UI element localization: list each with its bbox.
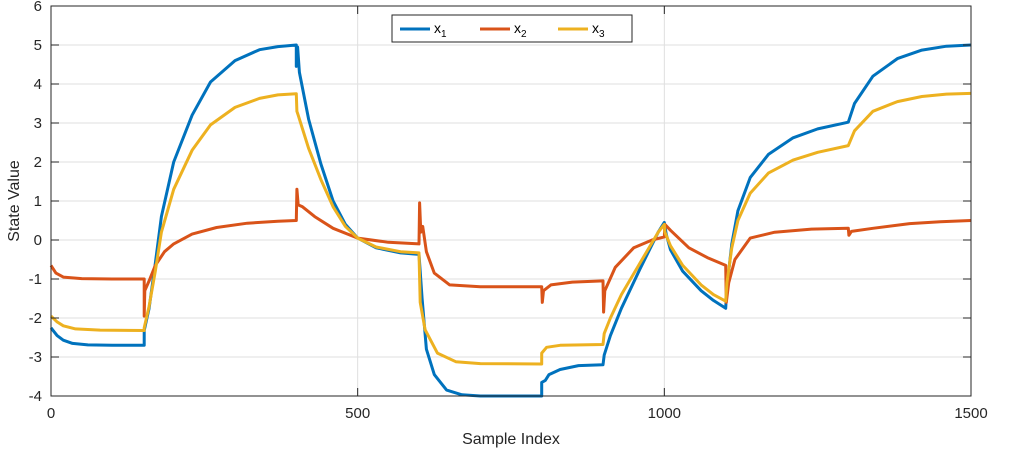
x-tick-label: 1500: [954, 405, 987, 422]
x-axis-label: Sample Index: [462, 431, 560, 448]
series-lines: [49, 43, 972, 398]
x-tick-label: 500: [345, 405, 370, 422]
legend: x1 x2 x3: [391, 14, 633, 43]
y-tick-label: 0: [34, 232, 42, 249]
legend-box: [391, 14, 633, 43]
series-line-x3: [49, 91, 972, 366]
y-tick-label: 2: [34, 154, 42, 171]
axis-ticks: 0 500 1000 1500 -4 -3 -2 -1 0 1 2 3 4 5 6: [29, 0, 988, 422]
y-tick-label: -2: [29, 310, 42, 327]
y-tick-label: -3: [29, 349, 42, 366]
y-tick-label: -1: [29, 271, 42, 288]
series-line-x2: [49, 187, 972, 318]
y-tick-label: 6: [34, 0, 42, 15]
x-tick-label: 0: [47, 405, 55, 422]
y-tick-label: 3: [34, 115, 42, 132]
y-tick-label: 1: [34, 193, 42, 210]
y-tick-label: -4: [29, 388, 42, 405]
legend-label-x3: x3: [592, 20, 605, 40]
y-axis-label: State Value: [6, 160, 23, 242]
series-line-x1: [49, 43, 972, 398]
legend-label-x2: x2: [514, 20, 527, 40]
x-tick-label: 1000: [648, 405, 681, 422]
y-tick-label: 4: [34, 76, 42, 93]
y-tick-label: 5: [34, 37, 42, 54]
legend-label-x1: x1: [434, 20, 447, 40]
